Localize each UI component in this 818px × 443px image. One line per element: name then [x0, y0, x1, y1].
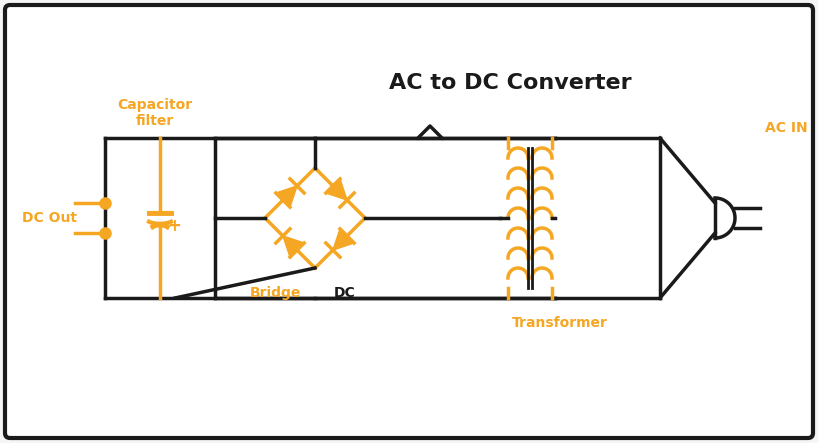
- Polygon shape: [276, 186, 297, 207]
- Text: Transformer: Transformer: [512, 316, 608, 330]
- Text: DC Out: DC Out: [23, 211, 78, 225]
- Text: AC IN: AC IN: [765, 121, 807, 135]
- Polygon shape: [283, 236, 304, 257]
- Text: AC to DC Converter: AC to DC Converter: [389, 73, 631, 93]
- FancyBboxPatch shape: [5, 5, 813, 438]
- Text: +: +: [167, 217, 181, 235]
- Text: DC: DC: [334, 286, 356, 300]
- Polygon shape: [326, 179, 347, 200]
- Text: Bridge: Bridge: [249, 286, 301, 300]
- Text: Capacitor
filter: Capacitor filter: [118, 98, 192, 128]
- Polygon shape: [333, 229, 354, 250]
